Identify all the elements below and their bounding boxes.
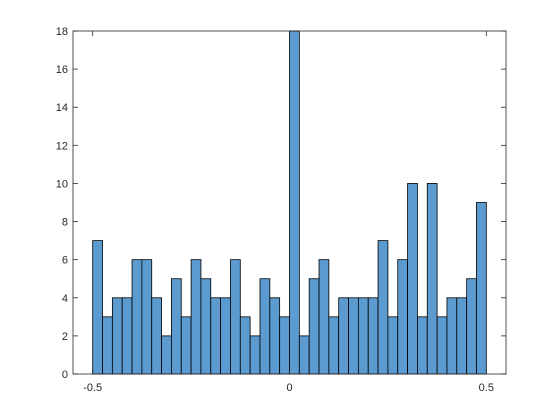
histogram-bar [180,316,192,375]
y-tick-label: 10 [56,178,68,190]
tick-labels-layer: -0.5 0 0.5 0 2 4 6 8 10 12 14 16 18 [56,26,494,394]
histogram-bar [308,278,320,375]
histogram-bar [92,240,103,375]
histogram-bar [367,297,379,375]
histogram-bar [131,259,143,375]
y-tick-label: 6 [62,255,68,267]
histogram-bar [269,297,281,375]
histogram-bar [417,316,428,375]
y-tick-label: 12 [56,140,68,152]
histogram-bar [426,183,438,375]
histogram-bar [357,297,369,375]
histogram-bar [210,297,222,375]
y-tick-label: 0 [62,369,68,381]
histogram-bar [456,297,468,375]
histogram-bar [220,297,231,375]
histogram-bar [318,259,330,375]
y-tick-label: 14 [56,102,68,114]
histogram-bar [348,297,359,375]
x-tick-label: -0.5 [83,382,102,394]
histogram-bar [249,335,261,375]
histogram-bar [239,316,251,375]
histogram-bar [387,316,399,375]
histogram-bar [259,278,271,375]
histogram-bar [436,316,448,375]
histogram-bar [111,297,123,375]
bars-layer [92,30,487,375]
y-tick-label: 4 [62,293,68,305]
histogram-bar [397,259,408,375]
x-tick-label: 0 [286,382,292,394]
histogram-bar [200,278,212,375]
histogram-bar [171,278,182,375]
histogram-bar [377,240,389,375]
histogram-bar [338,297,349,375]
y-tick-label: 16 [56,64,68,76]
histogram-bar [279,316,290,375]
histogram-bar [102,316,113,375]
y-tick-label: 2 [62,331,68,343]
y-tick-label: 8 [62,217,68,229]
ticks-layer [73,30,506,375]
histogram-bar [476,202,487,375]
histogram-bar [466,278,477,375]
histogram-bar [161,335,172,375]
histogram-bar [230,259,241,375]
histogram-bar [190,259,202,375]
y-tick-label: 18 [56,26,68,38]
histogram-bar [289,30,300,375]
histogram-bar [298,335,310,375]
histogram-bar [151,297,162,375]
histogram-bar [121,297,133,375]
histogram-bar [141,259,153,375]
histogram-bar [328,316,340,375]
histogram-bar [446,297,458,375]
histogram-bar [407,183,418,375]
x-tick-label: 0.5 [479,382,494,394]
